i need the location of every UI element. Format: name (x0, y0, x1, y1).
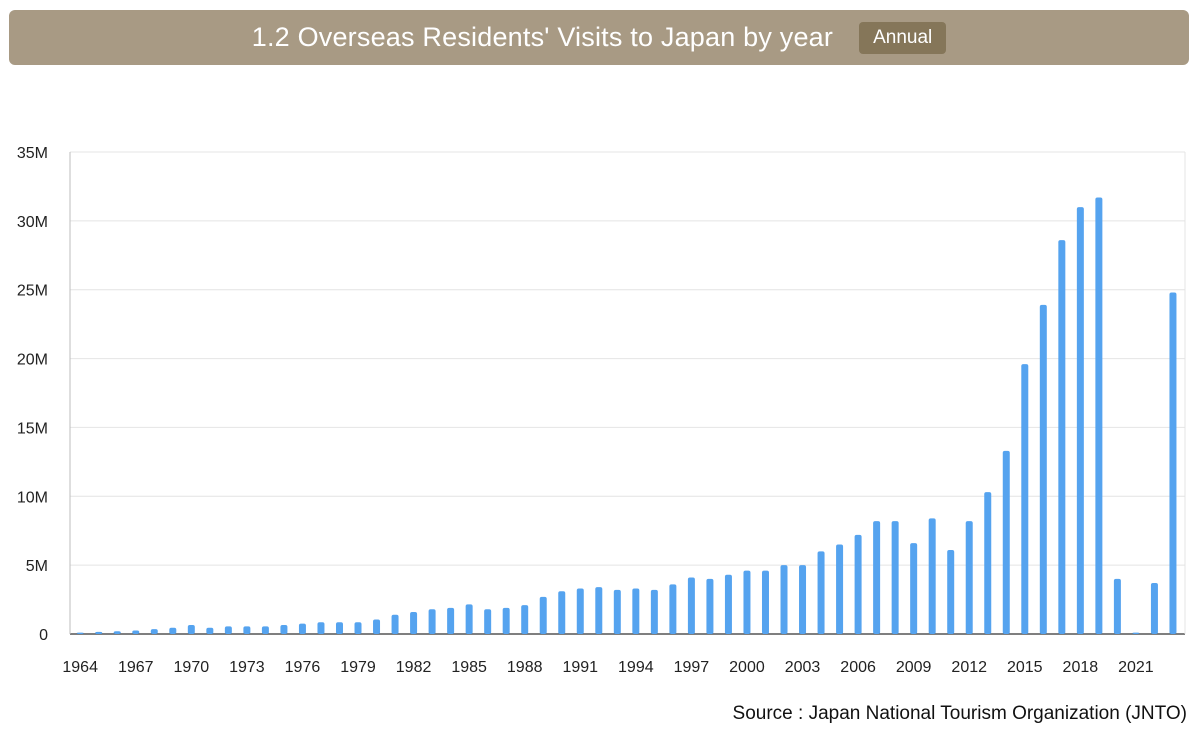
bar-1964[interactable] (76, 632, 84, 634)
bar-1995[interactable] (650, 589, 658, 634)
x-tick-label: 1991 (562, 659, 598, 676)
x-tick-label: 1997 (674, 659, 710, 676)
bar-2013[interactable] (984, 492, 992, 634)
bar-1979[interactable] (354, 622, 362, 634)
bar-2020[interactable] (1113, 578, 1121, 634)
bar-2014[interactable] (1002, 450, 1010, 634)
bar-1991[interactable] (576, 588, 584, 634)
bar-1986[interactable] (484, 609, 492, 634)
bar-1978[interactable] (335, 622, 343, 634)
x-tick-label: 1967 (118, 659, 154, 676)
bar-2003[interactable] (799, 565, 807, 634)
bar-2018[interactable] (1076, 207, 1084, 634)
bar-1973[interactable] (243, 626, 251, 634)
bar-1970[interactable] (187, 625, 195, 634)
bar-2016[interactable] (1039, 304, 1047, 634)
bar-2017[interactable] (1058, 240, 1066, 634)
x-tick-label: 1994 (618, 659, 654, 676)
x-tick-label: 1964 (62, 659, 98, 676)
bar-1976[interactable] (298, 623, 306, 634)
bar-2021[interactable] (1132, 632, 1140, 634)
bar-1985[interactable] (465, 604, 473, 634)
bar-2008[interactable] (891, 521, 899, 634)
bar-2010[interactable] (928, 518, 936, 634)
bar-2011[interactable] (947, 549, 955, 634)
bar-1965[interactable] (95, 631, 103, 634)
bar-1996[interactable] (669, 584, 677, 634)
x-tick-label: 1979 (340, 659, 376, 676)
bar-1966[interactable] (113, 631, 121, 634)
bar-1972[interactable] (224, 626, 232, 634)
x-tick-label: 2000 (729, 659, 765, 676)
source-note: Source : Japan National Tourism Organiza… (732, 703, 1187, 724)
bar-1990[interactable] (558, 591, 566, 634)
bar-1967[interactable] (132, 630, 140, 634)
x-tick-label: 2006 (840, 659, 876, 676)
bar-2022[interactable] (1150, 583, 1158, 634)
bar-1983[interactable] (428, 609, 436, 634)
bar-1982[interactable] (410, 611, 418, 634)
chart-gridlines (69, 151, 1186, 635)
bar-2002[interactable] (780, 565, 788, 634)
x-tick-label: 1982 (396, 659, 432, 676)
bar-2004[interactable] (817, 551, 825, 634)
bar-1968[interactable] (150, 629, 158, 634)
bar-1989[interactable] (539, 596, 547, 634)
x-tick-label: 1985 (451, 659, 487, 676)
y-tick-label: 10M (17, 489, 48, 506)
x-tick-label: 2012 (951, 659, 987, 676)
annual-badge[interactable]: Annual (859, 21, 947, 54)
chart-header-bar: 1.2 Overseas Residents' Visits to Japan … (9, 10, 1189, 65)
bar-1981[interactable] (391, 614, 399, 634)
bar-2001[interactable] (761, 570, 769, 634)
bar-1971[interactable] (206, 627, 214, 634)
bar-1997[interactable] (687, 577, 695, 634)
y-tick-label: 30M (17, 214, 48, 231)
x-tick-label: 2003 (785, 659, 821, 676)
bar-1999[interactable] (724, 574, 732, 634)
x-tick-label: 2018 (1063, 659, 1099, 676)
y-tick-label: 20M (17, 352, 48, 369)
x-tick-label: 1988 (507, 659, 543, 676)
bar-1984[interactable] (447, 607, 455, 634)
bar-1969[interactable] (169, 627, 177, 634)
chart-title: 1.2 Overseas Residents' Visits to Japan … (251, 22, 834, 52)
bar-2000[interactable] (743, 570, 751, 634)
chart-bars (76, 197, 1177, 634)
bar-1974[interactable] (261, 626, 269, 634)
y-tick-label: 35M (17, 145, 48, 162)
x-tick-label: 1976 (285, 659, 321, 676)
bar-2019[interactable] (1095, 197, 1103, 634)
bar-2015[interactable] (1021, 364, 1029, 634)
y-tick-label: 0 (39, 627, 48, 644)
bar-2006[interactable] (854, 534, 862, 634)
bar-1993[interactable] (613, 589, 621, 634)
bar-1992[interactable] (595, 587, 603, 634)
bar-2012[interactable] (965, 521, 973, 634)
bar-1987[interactable] (502, 607, 510, 634)
x-tick-label: 2021 (1118, 659, 1154, 676)
x-tick-label: 1970 (174, 659, 210, 676)
x-tick-label: 1973 (229, 659, 265, 676)
x-tick-label: 2009 (896, 659, 932, 676)
y-tick-label: 5M (26, 558, 48, 575)
x-axis-tick-labels: 1964 1967 1970 1973 1976 1979 1982 1985 1988 1991… (62, 659, 1153, 676)
bar-2009[interactable] (910, 543, 918, 634)
y-tick-label: 25M (17, 283, 48, 300)
bar-1988[interactable] (521, 605, 529, 634)
bar-1980[interactable] (373, 619, 381, 634)
bar-2007[interactable] (873, 521, 881, 634)
bar-1977[interactable] (317, 622, 325, 634)
bar-1994[interactable] (632, 588, 640, 634)
bar-1975[interactable] (280, 625, 288, 634)
bar-2005[interactable] (836, 544, 844, 634)
bar-1998[interactable] (706, 578, 714, 634)
x-tick-label: 2015 (1007, 659, 1043, 676)
bar-2023[interactable] (1169, 292, 1177, 634)
y-axis-tick-labels: 0 5M 10M 15M 20M 25M 30M 35M (17, 145, 48, 644)
y-tick-label: 15M (17, 420, 48, 437)
